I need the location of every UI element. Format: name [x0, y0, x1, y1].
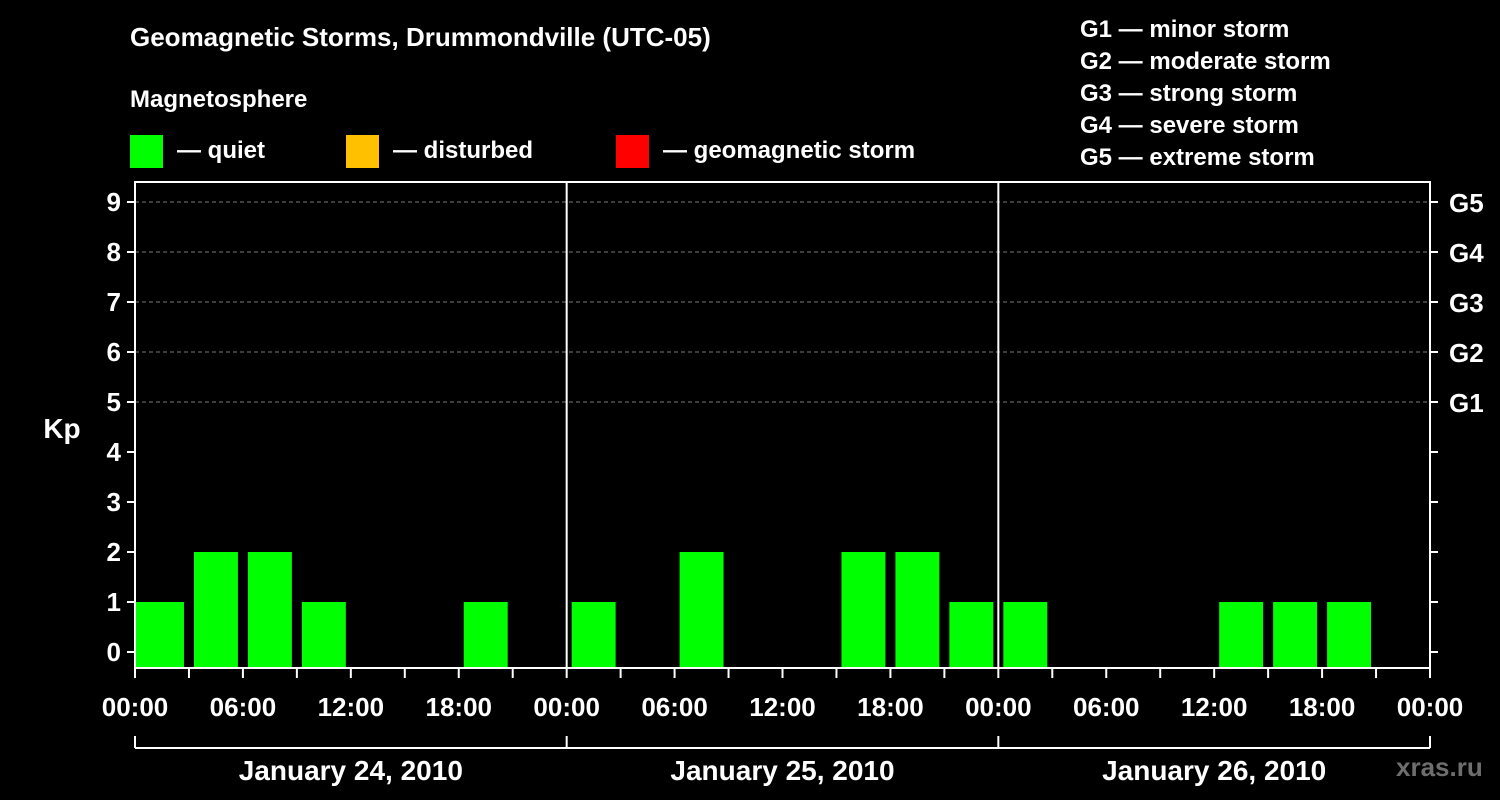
bar-0: [136, 602, 184, 668]
right-tick-label-g4: G4: [1449, 238, 1484, 268]
bar-13: [841, 552, 886, 668]
bar-21: [1273, 602, 1318, 668]
legend-swatch-disturbed: [346, 134, 379, 168]
y-tick-label-4: 4: [107, 437, 122, 467]
bar-3: [301, 602, 346, 668]
x-tick-label-7: 18:00: [857, 692, 924, 722]
bar-10: [679, 552, 724, 668]
date-label-0: January 24, 2010: [239, 755, 463, 786]
x-tick-label-11: 18:00: [1289, 692, 1356, 722]
x-tick-label-6: 12:00: [749, 692, 816, 722]
x-tick-label-1: 06:00: [210, 692, 277, 722]
bar-20: [1219, 602, 1264, 668]
y-tick-label-9: 9: [107, 187, 121, 217]
scale-item-g1: G1 — minor storm: [1080, 16, 1290, 43]
bar-22: [1327, 602, 1372, 668]
legend-label-disturbed: — disturbed: [393, 137, 534, 164]
legend-heading: Magnetosphere: [130, 86, 308, 113]
x-tick-label-4: 00:00: [533, 692, 600, 722]
bar-2: [247, 552, 292, 668]
scale-item-g4: G4 — severe storm: [1080, 112, 1299, 139]
y-tick-label-7: 7: [107, 287, 121, 317]
scale-item-g3: G3 — strong storm: [1080, 80, 1298, 107]
y-tick-label-3: 3: [107, 487, 121, 517]
legend-item-quiet: — quiet: [130, 134, 265, 168]
plot-frame: [134, 181, 1431, 669]
scale-item-g2: G2 — moderate storm: [1080, 48, 1331, 75]
y-tick-label-6: 6: [107, 337, 121, 367]
legend-label-storm: — geomagnetic storm: [663, 137, 916, 164]
bar-15: [949, 602, 994, 668]
right-tick-label-g5: G5: [1449, 188, 1484, 218]
legend-item-storm: — geomagnetic storm: [616, 134, 915, 168]
x-tick-label-8: 00:00: [965, 692, 1032, 722]
bar-16: [1003, 602, 1048, 668]
right-tick-label-g3: G3: [1449, 288, 1484, 318]
x-tick-label-9: 06:00: [1073, 692, 1140, 722]
date-label-2: January 26, 2010: [1102, 755, 1326, 786]
scale-item-g5: G5 — extreme storm: [1080, 144, 1315, 171]
chart-title: Geomagnetic Storms, Drummondville (UTC-0…: [130, 22, 711, 52]
bar-8: [571, 602, 616, 668]
storm-scale-legend: G1 — minor storm G2 — moderate storm G3 …: [1080, 14, 1331, 174]
y-tick-label-1: 1: [107, 587, 121, 617]
bar-6: [463, 602, 508, 668]
x-tick-label-0: 00:00: [102, 692, 169, 722]
legend-swatch-quiet: [130, 134, 163, 168]
y-tick-label-5: 5: [107, 387, 121, 417]
bar-1: [193, 552, 238, 668]
x-tick-label-12: 00:00: [1397, 692, 1464, 722]
x-tick-label-2: 12:00: [318, 692, 385, 722]
x-tick-label-5: 06:00: [641, 692, 708, 722]
right-tick-label-g1: G1: [1449, 388, 1484, 418]
y-axis-label: Kp: [43, 413, 80, 444]
right-tick-label-g2: G2: [1449, 338, 1484, 368]
watermark: xras.ru: [1396, 752, 1483, 782]
bar-14: [895, 552, 940, 668]
legend-item-disturbed: — disturbed: [346, 134, 533, 168]
date-label-1: January 25, 2010: [670, 755, 894, 786]
legend-label-quiet: — quiet: [177, 137, 265, 164]
legend-swatch-storm: [616, 134, 649, 168]
y-tick-label-8: 8: [107, 237, 121, 267]
x-tick-label-10: 12:00: [1181, 692, 1248, 722]
y-tick-label-2: 2: [107, 537, 121, 567]
x-tick-label-3: 18:00: [426, 692, 493, 722]
y-tick-label-0: 0: [107, 637, 121, 667]
